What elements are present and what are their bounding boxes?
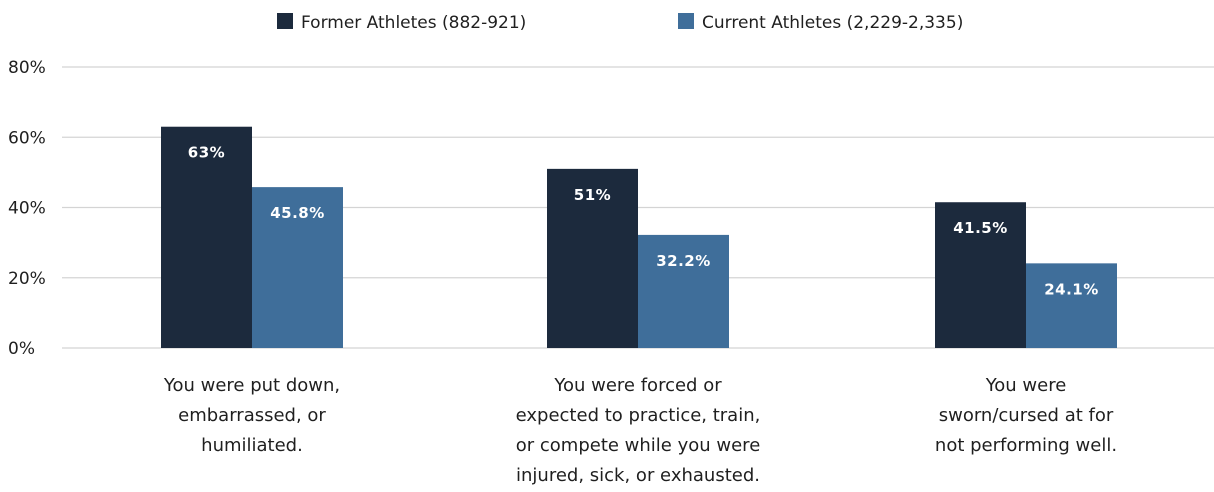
legend-swatch [678, 13, 694, 29]
category-label-line: embarrassed, or [178, 405, 326, 426]
category-label-line: expected to practice, train, [516, 405, 761, 426]
category-label-line: sworn/cursed at for [939, 405, 1114, 426]
category-label-line: You were put down, [163, 375, 340, 396]
bar [638, 234, 729, 348]
legend-label: Current Athletes (2,229-2,335) [702, 13, 963, 33]
bar [252, 187, 343, 348]
bar-value-label: 63% [188, 144, 225, 162]
legend-label: Former Athletes (882-921) [301, 13, 526, 33]
legend-item: Former Athletes (882-921) [277, 13, 526, 33]
legend: Former Athletes (882-921) Current Athlete… [277, 13, 963, 33]
bar-value-label: 24.1% [1044, 280, 1099, 298]
x-axis: You were put down, embarrassed, or humilia… [163, 375, 1117, 486]
category-label-line: not performing well. [935, 435, 1117, 456]
y-axis: 0% 20% 40% 60% 80% [8, 58, 46, 359]
bar-value-label: 32.2% [656, 252, 711, 270]
category-label: You were put down, embarrassed, or humilia… [163, 375, 340, 456]
bar [547, 168, 638, 348]
bar [1026, 263, 1117, 348]
bar [935, 202, 1026, 348]
category-label-line: injured, sick, or exhausted. [516, 465, 760, 486]
category-label-line: You were [985, 375, 1067, 396]
category-label: You were sworn/cursed at for not performin… [935, 375, 1117, 456]
y-tick-label: 0% [8, 339, 35, 359]
legend-swatch [277, 13, 293, 29]
category-label: You were forced or expected to practice, … [516, 375, 761, 486]
bar-value-labels: 63% 51% 41.5% 45.8% 32.2% 24.1% [188, 144, 1099, 299]
bar-value-label: 51% [574, 186, 611, 204]
y-tick-label: 80% [8, 58, 46, 78]
bars [161, 126, 1117, 349]
y-tick-label: 60% [8, 128, 46, 148]
legend-item: Current Athletes (2,229-2,335) [678, 13, 963, 33]
category-label-line: or compete while you were [516, 435, 761, 456]
category-label-line: humiliated. [201, 435, 303, 456]
category-label-line: You were forced or [553, 375, 722, 396]
bar-value-label: 45.8% [270, 204, 325, 222]
y-tick-label: 20% [8, 269, 46, 289]
bar [161, 126, 252, 349]
bar-value-label: 41.5% [953, 219, 1008, 237]
y-tick-label: 40% [8, 199, 46, 219]
